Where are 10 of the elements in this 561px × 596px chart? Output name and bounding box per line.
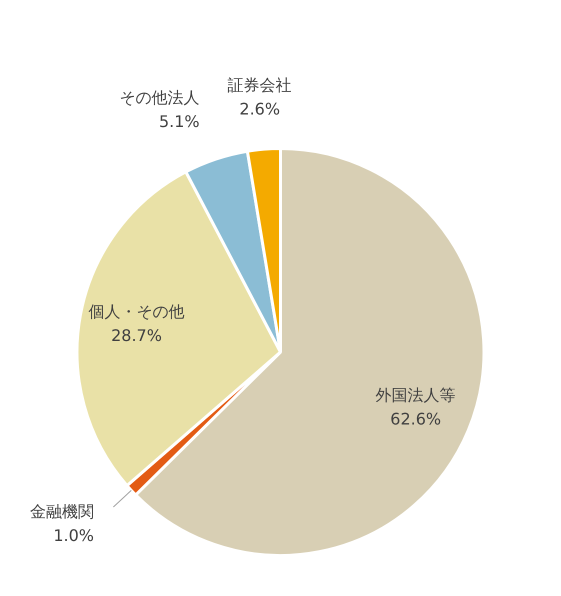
slice-label: その他法人 [120,88,200,107]
slice-label: 証券会社 [228,76,292,95]
slice-label: 金融機関 [30,502,94,522]
data-label: 2.6% [239,100,280,119]
slice-label: 個人・その他 [88,302,184,322]
data-label: 62.6% [390,410,442,429]
data-label: 5.1% [158,112,200,131]
data-label: 1.0% [53,526,94,546]
slice-label: 外国法人等 [376,386,456,405]
data-label: 28.7% [111,326,162,346]
